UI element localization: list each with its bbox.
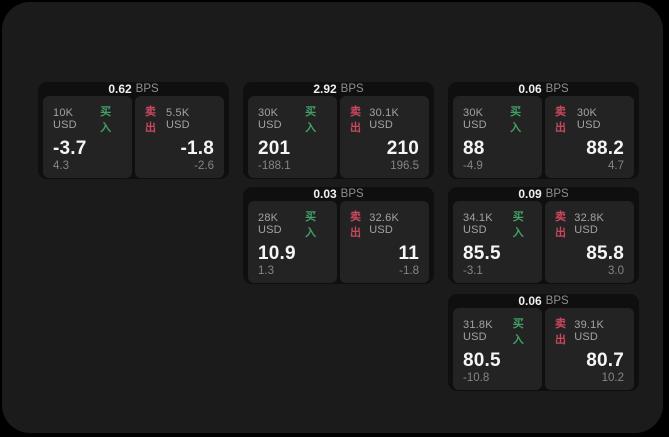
sell-quote-tile[interactable]: 卖出 30K USD 88.2 4.7 xyxy=(545,96,634,178)
buy-price: 85.5 xyxy=(463,243,501,264)
buy-quote-tile[interactable]: 28K USD 买入 10.9 1.3 xyxy=(248,201,337,283)
sell-quote-tile[interactable]: 卖出 39.1K USD 80.7 10.2 xyxy=(545,308,634,390)
sell-delta: 4.7 xyxy=(608,159,624,172)
buy-notional: 28K USD xyxy=(258,212,282,236)
buy-quote-tile[interactable]: 34.1K USD 买入 85.5 -3.1 xyxy=(453,201,542,283)
buy-side-label: 买入 xyxy=(512,318,524,346)
quote-card: 0.06 BPS 30K USD 买入 88 -4.9 卖出 30K USD 8… xyxy=(448,82,639,179)
main-panel: 0.62 BPS 10K USD 买入 -3.7 4.3 卖出 5.5K USD… xyxy=(2,2,663,433)
sell-price: 80.7 xyxy=(586,350,624,371)
sell-delta: -2.6 xyxy=(194,159,214,172)
buy-notional: 30K USD xyxy=(463,107,487,131)
buy-delta: -188.1 xyxy=(258,159,291,172)
buy-delta: -3.1 xyxy=(463,264,483,277)
buy-notional: 10K USD xyxy=(53,107,77,131)
buy-delta: -4.9 xyxy=(463,159,483,172)
bps-unit-label: BPS xyxy=(135,83,159,95)
bps-unit-label: BPS xyxy=(545,295,569,307)
buy-notional: 30K USD xyxy=(258,107,282,131)
sell-notional: 32.6K USD xyxy=(369,212,399,236)
sell-delta: -1.8 xyxy=(399,264,419,277)
quote-card: 0.06 BPS 31.8K USD 买入 80.5 -10.8 卖出 39.1… xyxy=(448,294,639,391)
buy-quote-tile[interactable]: 10K USD 买入 -3.7 4.3 xyxy=(43,96,132,178)
sell-notional: 32.8K USD xyxy=(574,212,604,236)
buy-price: 88 xyxy=(463,138,485,159)
sell-notional: 5.5K USD xyxy=(165,107,190,131)
sell-price: -1.8 xyxy=(180,138,214,159)
buy-quote-tile[interactable]: 30K USD 买入 88 -4.9 xyxy=(453,96,542,178)
card-header: 0.03 BPS xyxy=(248,187,429,201)
buy-delta: 1.3 xyxy=(258,264,274,277)
bps-unit-label: BPS xyxy=(340,188,364,200)
bps-value: 0.06 xyxy=(518,82,542,96)
bps-unit-label: BPS xyxy=(340,83,364,95)
buy-notional: 34.1K USD xyxy=(463,212,493,236)
bps-unit-label: BPS xyxy=(545,188,569,200)
sell-side-label: 卖出 xyxy=(350,211,361,239)
bps-value: 2.92 xyxy=(313,82,337,96)
sell-notional: 39.1K USD xyxy=(574,319,604,343)
sell-price: 210 xyxy=(386,138,419,159)
buy-side-label: 买入 xyxy=(512,211,524,239)
card-header: 0.62 BPS xyxy=(43,82,224,96)
card-header: 0.09 BPS xyxy=(453,187,634,201)
card-header: 0.06 BPS xyxy=(453,82,634,96)
bps-unit-label: BPS xyxy=(545,83,569,95)
bps-value: 0.06 xyxy=(518,294,542,308)
buy-price: 10.9 xyxy=(258,243,296,264)
buy-price: 201 xyxy=(258,138,291,159)
sell-price: 11 xyxy=(398,243,419,264)
sell-quote-tile[interactable]: 卖出 30.1K USD 210 196.5 xyxy=(340,96,429,178)
buy-delta: 4.3 xyxy=(53,159,69,172)
sell-side-label: 卖出 xyxy=(350,106,361,134)
card-header: 2.92 BPS xyxy=(248,82,429,96)
sell-delta: 196.5 xyxy=(390,159,419,172)
buy-price: -3.7 xyxy=(53,138,87,159)
sell-quote-tile[interactable]: 卖出 32.6K USD 11 -1.8 xyxy=(340,201,429,283)
buy-side-label: 买入 xyxy=(510,106,522,134)
sell-price: 88.2 xyxy=(586,138,624,159)
quote-card: 0.62 BPS 10K USD 买入 -3.7 4.3 卖出 5.5K USD… xyxy=(38,82,229,179)
sell-price: 85.8 xyxy=(586,243,624,264)
quote-card: 0.09 BPS 34.1K USD 买入 85.5 -3.1 卖出 32.8K… xyxy=(448,187,639,284)
sell-quote-tile[interactable]: 卖出 5.5K USD -1.8 -2.6 xyxy=(135,96,224,178)
sell-notional: 30.1K USD xyxy=(369,107,399,131)
buy-quote-tile[interactable]: 30K USD 买入 201 -188.1 xyxy=(248,96,337,178)
buy-side-label: 买入 xyxy=(305,106,317,134)
sell-delta: 3.0 xyxy=(608,264,624,277)
buy-quote-tile[interactable]: 31.8K USD 买入 80.5 -10.8 xyxy=(453,308,542,390)
bps-value: 0.62 xyxy=(108,82,132,96)
sell-side-label: 卖出 xyxy=(145,106,156,134)
buy-delta: -10.8 xyxy=(463,371,490,384)
quote-card: 0.03 BPS 28K USD 买入 10.9 1.3 卖出 32.6K US… xyxy=(243,187,434,284)
sell-notional: 30K USD xyxy=(576,107,601,131)
buy-side-label: 买入 xyxy=(305,211,317,239)
sell-delta: 10.2 xyxy=(601,371,624,384)
buy-price: 80.5 xyxy=(463,350,501,371)
quote-card: 2.92 BPS 30K USD 买入 201 -188.1 卖出 30.1K … xyxy=(243,82,434,179)
card-header: 0.06 BPS xyxy=(453,294,634,308)
buy-side-label: 买入 xyxy=(100,106,112,134)
bps-value: 0.09 xyxy=(518,187,542,201)
buy-notional: 31.8K USD xyxy=(463,319,493,343)
sell-side-label: 卖出 xyxy=(555,318,566,346)
sell-side-label: 卖出 xyxy=(555,211,566,239)
sell-side-label: 卖出 xyxy=(555,106,566,134)
sell-quote-tile[interactable]: 卖出 32.8K USD 85.8 3.0 xyxy=(545,201,634,283)
bps-value: 0.03 xyxy=(313,187,337,201)
